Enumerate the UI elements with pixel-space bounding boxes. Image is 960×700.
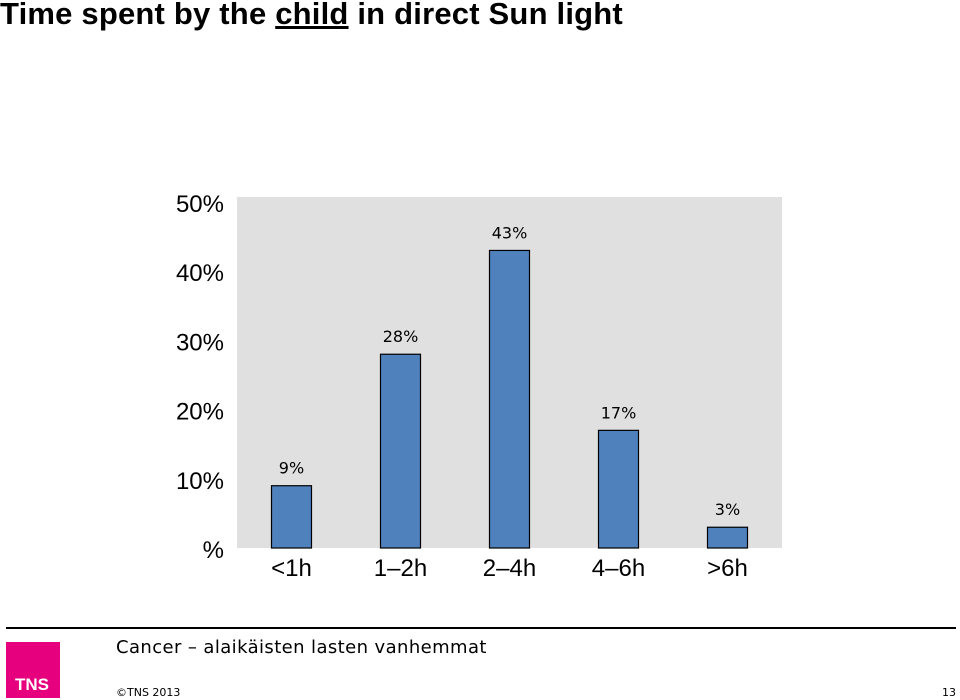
page-title: Time spent by the child in direct Sun li… <box>0 0 623 32</box>
footer-divider <box>6 627 956 629</box>
bar <box>597 429 640 549</box>
bar <box>379 353 422 549</box>
x-tick-label: 4–6h <box>592 555 645 582</box>
title-text-end: in direct Sun light <box>348 0 623 31</box>
page-number: 13 <box>942 686 956 699</box>
bar <box>270 485 313 549</box>
y-tick-label: 30% <box>176 329 224 356</box>
x-tick-label: >6h <box>707 555 748 582</box>
bar <box>706 526 749 549</box>
footer-subtitle: Cancer – alaikäisten lasten vanhemmat <box>116 637 487 658</box>
copyright: ©TNS 2013 <box>116 686 181 699</box>
x-tick-label: 2–4h <box>483 555 536 582</box>
data-label: 28% <box>383 327 419 346</box>
y-tick-label: 50% <box>176 191 224 218</box>
data-label: 9% <box>279 459 304 478</box>
y-tick-label: % <box>203 537 224 564</box>
y-tick-label: 40% <box>176 260 224 287</box>
tns-logo: TNS <box>6 642 60 698</box>
data-label: 3% <box>715 500 740 519</box>
bar-chart: % 10% 20% 30% 40% 50% 9% <1h 28% 1–2h 43% 2–4h 17% 4–… <box>176 191 782 582</box>
x-tick-label: 1–2h <box>374 555 427 582</box>
bar <box>488 249 531 549</box>
title-text: Time spent by the <box>0 0 276 31</box>
data-label: 17% <box>601 403 637 422</box>
logo-text: TNS <box>15 675 49 694</box>
y-tick-label: 10% <box>176 468 224 495</box>
y-tick-label: 20% <box>176 399 224 426</box>
data-label: 43% <box>492 223 528 242</box>
title-underlined-word: child <box>275 0 349 31</box>
x-tick-label: <1h <box>271 555 312 582</box>
